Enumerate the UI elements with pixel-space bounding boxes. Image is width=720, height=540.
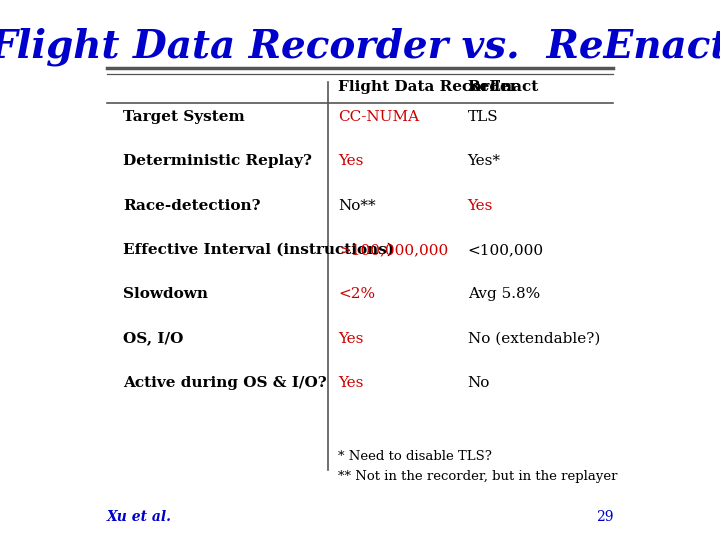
Text: Yes: Yes <box>468 199 493 213</box>
Text: Yes: Yes <box>338 376 364 390</box>
Text: ** Not in the recorder, but in the replayer: ** Not in the recorder, but in the repla… <box>338 470 618 483</box>
Text: No (extendable?): No (extendable?) <box>468 332 600 346</box>
Text: Flight Data Recorder: Flight Data Recorder <box>338 80 518 94</box>
Text: OS, I/O: OS, I/O <box>123 332 184 346</box>
Text: No**: No** <box>338 199 376 213</box>
Text: Yes: Yes <box>338 154 364 168</box>
Text: Yes: Yes <box>338 332 364 346</box>
Text: Target System: Target System <box>123 110 245 124</box>
Text: Slowdown: Slowdown <box>123 287 208 301</box>
Text: <100,000: <100,000 <box>468 243 544 257</box>
Text: Xu et al.: Xu et al. <box>107 510 172 524</box>
Text: No: No <box>468 376 490 390</box>
Text: Flight Data Recorder vs.  ReEnact: Flight Data Recorder vs. ReEnact <box>0 27 720 65</box>
Text: * Need to disable TLS?: * Need to disable TLS? <box>338 450 492 463</box>
Text: <2%: <2% <box>338 287 376 301</box>
Text: 29: 29 <box>595 510 613 524</box>
Text: Yes*: Yes* <box>468 154 500 168</box>
Text: Deterministic Replay?: Deterministic Replay? <box>123 154 312 168</box>
Text: CC-NUMA: CC-NUMA <box>338 110 420 124</box>
Text: Avg 5.8%: Avg 5.8% <box>468 287 540 301</box>
Text: Effective Interval (instructions): Effective Interval (instructions) <box>123 243 394 257</box>
Text: >100,000,000: >100,000,000 <box>338 243 449 257</box>
Text: TLS: TLS <box>468 110 498 124</box>
Text: Race-detection?: Race-detection? <box>123 199 261 213</box>
Text: Active during OS & I/O?: Active during OS & I/O? <box>123 376 327 390</box>
Text: ReEnact: ReEnact <box>468 80 539 94</box>
